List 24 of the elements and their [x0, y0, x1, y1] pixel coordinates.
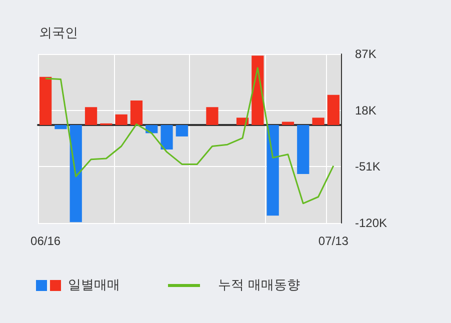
- bar: [84, 107, 98, 126]
- legend-label: 일별매매: [68, 277, 120, 294]
- bar: [54, 125, 67, 130]
- y-tick-label: 87K: [355, 47, 376, 61]
- y-tick-label: 18K: [355, 103, 376, 118]
- bar: [206, 107, 218, 126]
- bar: [40, 76, 52, 126]
- bar: [282, 122, 294, 126]
- bar: [115, 114, 128, 126]
- bar: [130, 100, 143, 126]
- line-series: [44, 67, 334, 204]
- x-tick-label: 07/13: [318, 234, 349, 248]
- y-tick-label: -120K: [355, 216, 388, 230]
- y-tick-label: -51K: [355, 160, 380, 174]
- bar: [327, 94, 340, 126]
- bar: [266, 125, 279, 216]
- bar: [312, 118, 324, 126]
- bar: [297, 125, 310, 174]
- bar: [160, 125, 173, 150]
- bar: [70, 125, 82, 222]
- bar: [176, 125, 188, 136]
- legend-label: 누적 매매동향: [218, 277, 300, 294]
- chart-title: 외국인: [39, 26, 78, 41]
- x-tick-label: 06/16: [30, 234, 61, 248]
